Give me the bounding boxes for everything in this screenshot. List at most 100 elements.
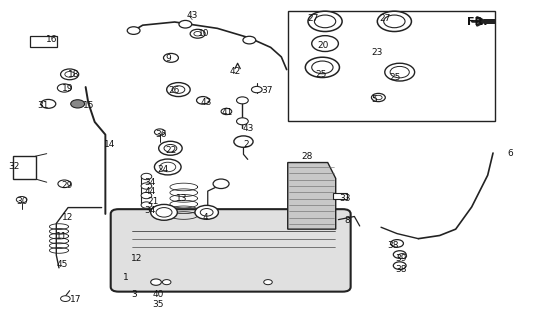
Text: 34: 34	[144, 206, 155, 215]
Text: 32: 32	[9, 162, 20, 171]
Text: 14: 14	[105, 140, 116, 148]
Circle shape	[179, 20, 192, 28]
Bar	[333, 193, 347, 199]
Text: 34: 34	[144, 178, 155, 187]
Text: 12: 12	[62, 212, 73, 222]
Text: 1: 1	[123, 273, 129, 282]
Circle shape	[371, 93, 385, 102]
Circle shape	[151, 279, 161, 285]
Circle shape	[384, 15, 405, 28]
Text: 43: 43	[187, 11, 198, 20]
Text: 9: 9	[166, 54, 172, 63]
Circle shape	[141, 183, 152, 189]
Circle shape	[306, 57, 339, 77]
Text: 15: 15	[83, 101, 94, 110]
Circle shape	[159, 141, 182, 155]
Circle shape	[243, 36, 256, 44]
Text: 21: 21	[147, 197, 158, 206]
Text: 4: 4	[203, 212, 209, 222]
Circle shape	[41, 100, 56, 108]
Circle shape	[200, 209, 213, 216]
Circle shape	[398, 253, 407, 259]
Text: 27: 27	[307, 14, 318, 23]
Bar	[484, 19, 496, 24]
Text: 18: 18	[68, 70, 79, 79]
Text: 30: 30	[16, 197, 28, 206]
Text: 42: 42	[229, 67, 241, 76]
Circle shape	[154, 129, 165, 135]
Circle shape	[167, 83, 190, 97]
Circle shape	[141, 202, 152, 208]
Circle shape	[375, 95, 382, 100]
Circle shape	[251, 86, 262, 93]
Text: 29: 29	[62, 181, 73, 190]
Circle shape	[58, 180, 71, 188]
Circle shape	[163, 53, 178, 62]
Text: 41: 41	[221, 108, 233, 117]
Text: 31: 31	[38, 101, 49, 110]
Circle shape	[156, 208, 172, 217]
Text: 28: 28	[302, 152, 313, 161]
Text: 40: 40	[152, 290, 163, 299]
Bar	[288, 11, 495, 121]
Circle shape	[65, 71, 75, 77]
Circle shape	[236, 118, 248, 125]
Text: 45: 45	[56, 260, 68, 269]
Text: 38: 38	[395, 265, 406, 274]
Text: 8: 8	[344, 216, 350, 225]
Circle shape	[141, 173, 152, 180]
Circle shape	[16, 196, 27, 203]
Circle shape	[61, 69, 79, 80]
Text: 36: 36	[155, 130, 167, 139]
Text: 33: 33	[339, 194, 351, 203]
Circle shape	[264, 280, 272, 285]
Circle shape	[197, 97, 210, 104]
Circle shape	[390, 67, 410, 78]
Text: 3: 3	[131, 290, 137, 299]
Polygon shape	[288, 163, 336, 229]
Text: 23: 23	[371, 48, 382, 57]
Text: 43: 43	[243, 124, 254, 133]
Text: 16: 16	[46, 35, 57, 44]
Circle shape	[57, 84, 71, 92]
Text: 38: 38	[387, 241, 398, 250]
Text: 37: 37	[262, 86, 273, 95]
Text: 12: 12	[131, 254, 143, 263]
Circle shape	[312, 61, 333, 74]
Circle shape	[71, 100, 85, 108]
Circle shape	[213, 179, 229, 188]
FancyBboxPatch shape	[111, 209, 351, 292]
Circle shape	[234, 136, 253, 147]
Circle shape	[61, 296, 70, 301]
Text: 13: 13	[176, 194, 188, 203]
Text: 27: 27	[379, 14, 390, 23]
Circle shape	[377, 11, 412, 32]
Text: 20: 20	[318, 41, 329, 50]
Text: 17: 17	[70, 295, 81, 304]
Text: 24: 24	[158, 165, 169, 174]
Circle shape	[393, 251, 406, 258]
Text: 5: 5	[371, 95, 377, 104]
Circle shape	[164, 144, 177, 152]
Text: 10: 10	[198, 28, 209, 38]
Circle shape	[162, 280, 171, 285]
Circle shape	[195, 205, 218, 219]
Text: 6: 6	[507, 149, 512, 158]
Circle shape	[160, 162, 176, 172]
Circle shape	[312, 36, 338, 52]
Text: 19: 19	[62, 84, 73, 93]
Circle shape	[221, 108, 232, 115]
Circle shape	[315, 15, 336, 28]
Circle shape	[393, 262, 406, 269]
Text: 25: 25	[390, 73, 401, 82]
Bar	[13, 156, 35, 179]
Text: 43: 43	[200, 99, 212, 108]
Text: 11: 11	[56, 232, 68, 241]
Text: 44: 44	[144, 187, 155, 196]
Circle shape	[127, 27, 140, 34]
Circle shape	[391, 240, 404, 247]
Text: 22: 22	[166, 146, 177, 155]
Circle shape	[154, 159, 181, 175]
Text: FR.: FR.	[467, 17, 487, 27]
Text: 26: 26	[168, 86, 180, 95]
